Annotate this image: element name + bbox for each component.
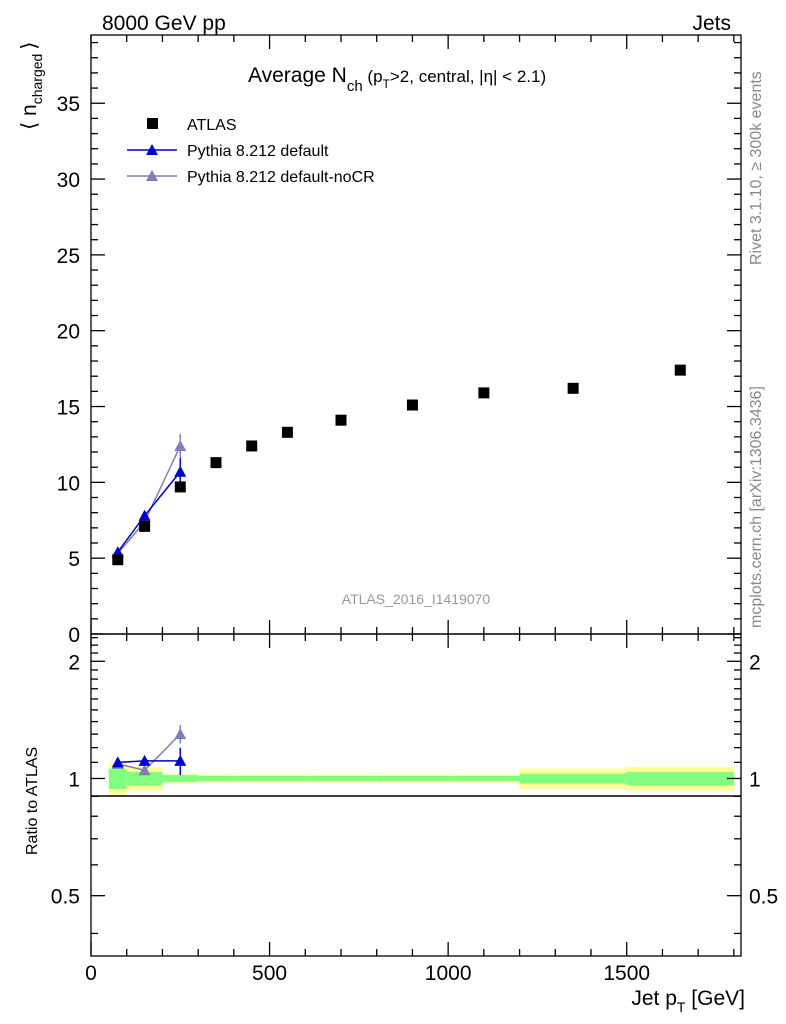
title-sub-ch: ch bbox=[347, 78, 363, 95]
legend-label-default: Pythia 8.212 default bbox=[187, 143, 329, 160]
xlabel-sub: T bbox=[677, 999, 686, 1015]
ylabel-ratio: Ratio to ATLAS bbox=[24, 747, 41, 855]
atlas-point bbox=[478, 387, 490, 399]
y-tick-label-ratio-left: 2 bbox=[68, 651, 80, 674]
nocr-main-point bbox=[174, 439, 187, 451]
ratio-band-green bbox=[162, 775, 199, 782]
legend-label-atlas: ATLAS bbox=[187, 117, 237, 134]
plot-title: Average Nch (pT>2, central, |η| < 2.1) bbox=[248, 64, 546, 95]
y-tick-label-ratio-right: 0.5 bbox=[749, 886, 778, 909]
svg-text:⟨ ncharged⟩: ⟨ ncharged ⟩ bbox=[18, 41, 45, 130]
atlas-point bbox=[335, 414, 347, 426]
legend-marker-atlas bbox=[147, 118, 158, 129]
title-rest-b: >2, central, |η| < 2.1) bbox=[390, 67, 546, 86]
y-tick-label-main: 10 bbox=[57, 472, 80, 495]
y-tick-label-ratio-right: 1 bbox=[749, 768, 761, 791]
xlabel-text: Jet p bbox=[631, 987, 677, 1010]
y-tick-label-main: 5 bbox=[68, 548, 80, 571]
ratio-band-green bbox=[448, 775, 520, 782]
nocr-ratio-point bbox=[138, 764, 151, 776]
y-tick-label-ratio-left: 1 bbox=[68, 768, 80, 791]
ylabel-main-sub: charged bbox=[29, 54, 45, 105]
legend-marker-default bbox=[146, 144, 158, 155]
x-tick-label: 0 bbox=[85, 962, 97, 985]
xlabel-unit: [GeV] bbox=[685, 987, 745, 1010]
ratio-bands bbox=[108, 762, 734, 797]
axis-ticks: 0 500 1000 1500 0 5 10 15 20 25 30 35 0.5 0.5 1 1 2 2 bbox=[51, 35, 778, 985]
ratio-band-green bbox=[126, 771, 163, 786]
atlas-point bbox=[674, 364, 686, 376]
ratio-band-green bbox=[376, 775, 449, 782]
atlas-point bbox=[281, 426, 293, 438]
default-main-point bbox=[138, 509, 151, 521]
atlas-point bbox=[567, 382, 579, 394]
atlas-point bbox=[139, 520, 151, 532]
header-left: 8000 GeV pp bbox=[102, 12, 226, 35]
y-tick-label-main: 0 bbox=[68, 624, 80, 647]
ratio-band-green bbox=[198, 775, 234, 782]
ylabel-main: ⟨ ncharged ⟩ bbox=[18, 41, 45, 130]
default-main-point bbox=[174, 465, 187, 477]
side-mcplots: mcplots.cern.ch [arXiv:1306.3436] bbox=[748, 386, 765, 628]
x-tick-label: 1500 bbox=[603, 962, 650, 985]
atlas-point bbox=[406, 399, 418, 411]
data-marks bbox=[111, 364, 686, 776]
ratio-band-green bbox=[305, 775, 377, 782]
y-tick-label-main: 15 bbox=[57, 397, 80, 420]
atlas-point bbox=[174, 481, 186, 493]
side-rivet: Rivet 3.1.10, ≥ 300k events bbox=[748, 71, 765, 265]
title-main: Average N bbox=[248, 64, 347, 87]
y-tick-label-main: 20 bbox=[57, 321, 80, 344]
xlabel: Jet pT [GeV] bbox=[631, 987, 745, 1015]
atlas-point bbox=[210, 457, 222, 469]
legend-marker-nocr bbox=[146, 170, 158, 181]
ratio-frame bbox=[90, 633, 742, 957]
watermark: ATLAS_2016_I1419070 bbox=[342, 591, 491, 607]
y-tick-label-main: 25 bbox=[57, 245, 80, 268]
ratio-band-green bbox=[233, 775, 270, 782]
title-sub-t: T bbox=[383, 77, 391, 91]
y-tick-label-ratio-left: 0.5 bbox=[51, 886, 80, 909]
y-tick-label-ratio-right: 2 bbox=[749, 651, 761, 674]
atlas-point bbox=[246, 440, 258, 452]
default-ratio-point bbox=[138, 754, 151, 766]
ratio-band-green bbox=[269, 775, 306, 782]
header-right: Jets bbox=[692, 12, 731, 35]
ylabel-main-text: ⟨ n bbox=[18, 104, 41, 130]
nocr-main-line bbox=[117, 445, 181, 555]
ratio-band-green bbox=[626, 771, 734, 786]
x-tick-label: 1000 bbox=[425, 962, 472, 985]
x-tick-label: 500 bbox=[252, 962, 287, 985]
atlas-point bbox=[112, 554, 124, 566]
default-ratio-point bbox=[111, 756, 124, 768]
ratio-band-green bbox=[108, 768, 127, 789]
default-ratio-point bbox=[174, 754, 187, 766]
y-tick-label-main: 35 bbox=[57, 93, 80, 116]
ylabel-main-close: ⟩ bbox=[18, 41, 41, 49]
default-ratio-line bbox=[117, 760, 181, 764]
y-tick-label-main: 30 bbox=[57, 169, 80, 192]
nocr-ratio-point bbox=[174, 728, 187, 740]
ratio-band-green bbox=[519, 773, 627, 784]
legend-label-nocr: Pythia 8.212 default-noCR bbox=[187, 169, 375, 186]
title-rest-a: (p bbox=[363, 67, 383, 86]
legend: ATLAS Pythia 8.212 default Pythia 8.212 … bbox=[127, 117, 375, 186]
